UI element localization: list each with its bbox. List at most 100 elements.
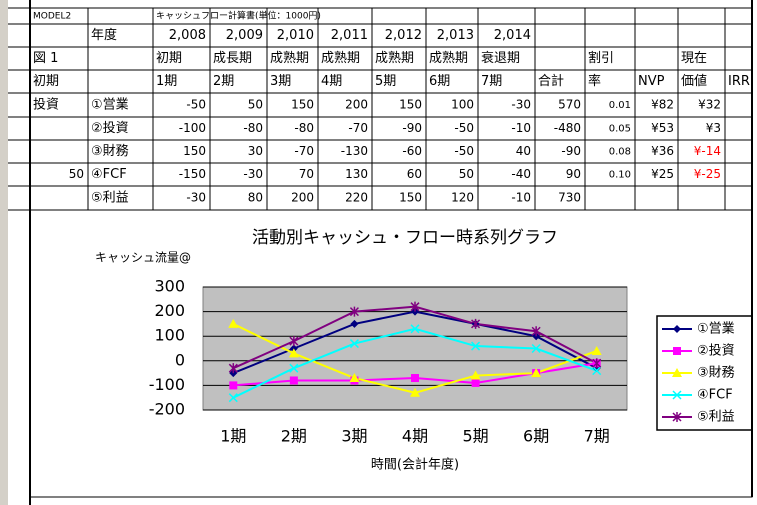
cell: 2期 xyxy=(213,74,234,89)
marker xyxy=(531,343,541,354)
cell: ①営業 xyxy=(91,97,129,113)
cell: 150 xyxy=(183,144,206,158)
marker xyxy=(592,358,602,369)
marker xyxy=(289,363,299,373)
marker xyxy=(531,326,541,337)
x-tick-label: 6期 xyxy=(523,427,549,446)
cell: 価値 xyxy=(681,73,707,89)
cell: ¥3 xyxy=(706,121,721,135)
cell: -40 xyxy=(511,167,531,181)
y-axis-label: キャッシュ流量@ xyxy=(95,251,191,265)
cell: 0.10 xyxy=(609,170,631,181)
marker xyxy=(229,381,238,390)
y-tick-label: 200 xyxy=(154,301,185,320)
cell: 80 xyxy=(248,191,263,205)
cell: -50 xyxy=(186,98,206,112)
cell: 割引 xyxy=(588,50,614,66)
cell: 年度 xyxy=(91,27,117,43)
x-tick-label: 4期 xyxy=(402,427,428,446)
legend-label: ③財務 xyxy=(697,366,735,381)
cell: 220 xyxy=(345,191,368,205)
cell: 150 xyxy=(291,98,314,112)
cell: -50 xyxy=(454,144,474,158)
marker xyxy=(672,368,682,377)
cell: 570 xyxy=(558,98,581,112)
cell: -100 xyxy=(179,121,206,135)
x-tick-label: 5期 xyxy=(462,427,488,446)
cell: ¥-25 xyxy=(694,167,721,181)
chart-title: 活動別キャッシュ・フロー時系列グラフ xyxy=(252,228,558,248)
cell: ¥32 xyxy=(698,98,721,112)
marker xyxy=(289,376,298,385)
cell: 70 xyxy=(299,167,314,181)
cell: 成熟期 xyxy=(375,50,414,66)
cell: 図 1 xyxy=(33,51,58,66)
cell: 60 xyxy=(407,167,422,181)
marker xyxy=(349,373,360,383)
cell: NVP xyxy=(638,74,665,89)
cell: 成熟期 xyxy=(429,50,468,66)
marker xyxy=(592,366,602,376)
cell: 投資 xyxy=(33,97,59,113)
cell: 1期 xyxy=(156,74,177,89)
cell: -60 xyxy=(402,144,422,158)
cell: -50 xyxy=(454,121,474,135)
cell: -30 xyxy=(243,167,263,181)
y-tick-label: -200 xyxy=(149,400,185,419)
cell: 2,010 xyxy=(277,28,314,43)
cell: -10 xyxy=(511,191,531,205)
cell: 2,014 xyxy=(494,28,531,43)
marker xyxy=(471,341,481,351)
cell: -70 xyxy=(294,144,314,158)
y-tick-label: -100 xyxy=(149,375,185,394)
cell: 0.08 xyxy=(609,147,631,158)
chart: 活動別キャッシュ・フロー時系列グラフ キャッシュ流量@ 時間(会計年度) -20… xyxy=(29,209,753,498)
cell: キャッシュフロー計算書(単位：1000円) xyxy=(156,10,321,22)
y-tick-label: 0 xyxy=(175,350,185,369)
x-tick-label: 3期 xyxy=(341,427,367,446)
cell: 90 xyxy=(566,167,581,181)
cell: 初期 xyxy=(33,74,59,89)
marker xyxy=(349,339,359,349)
cell: ⑤利益 xyxy=(91,191,129,206)
cell: 率 xyxy=(588,73,601,89)
cell: 成長期 xyxy=(213,51,252,66)
legend-label: ⑤利益 xyxy=(697,410,735,425)
x-axis-label: 時間(会計年度) xyxy=(371,457,459,473)
marker xyxy=(288,348,299,358)
marker xyxy=(228,393,238,403)
cell: 730 xyxy=(558,191,581,205)
cell: 現在 xyxy=(681,51,707,66)
cell: 50 xyxy=(248,98,263,112)
cell: 150 xyxy=(399,191,422,205)
cell: 7期 xyxy=(481,74,502,89)
cell: 130 xyxy=(345,167,368,181)
cell: ③財務 xyxy=(91,144,129,159)
marker xyxy=(591,345,602,355)
cell: 120 xyxy=(451,191,474,205)
x-tick-label: 1期 xyxy=(220,427,246,446)
marker xyxy=(410,324,420,334)
y-tick-label: 300 xyxy=(154,277,185,296)
legend: ①営業 ②投資 ③財務 ④FCF ⑤利益 xyxy=(656,315,753,431)
marker xyxy=(672,412,682,422)
legend-label: ①営業 xyxy=(697,321,735,337)
cell: 2,012 xyxy=(385,28,422,43)
cell: 2,013 xyxy=(437,28,474,43)
cell: 0.01 xyxy=(609,100,631,111)
cell: 2,011 xyxy=(331,28,368,43)
marker xyxy=(410,301,420,312)
cell: 50 xyxy=(459,167,474,181)
cell: 合計 xyxy=(538,73,564,89)
cell: -30 xyxy=(511,98,531,112)
marker xyxy=(471,378,480,387)
cell: -80 xyxy=(243,121,263,135)
cell: ¥-14 xyxy=(694,144,721,158)
legend-label: ④FCF xyxy=(697,388,733,403)
cell: 150 xyxy=(399,98,422,112)
cell: 6期 xyxy=(429,74,450,89)
legend-label: ②投資 xyxy=(697,343,735,359)
cell: 40 xyxy=(516,144,531,158)
